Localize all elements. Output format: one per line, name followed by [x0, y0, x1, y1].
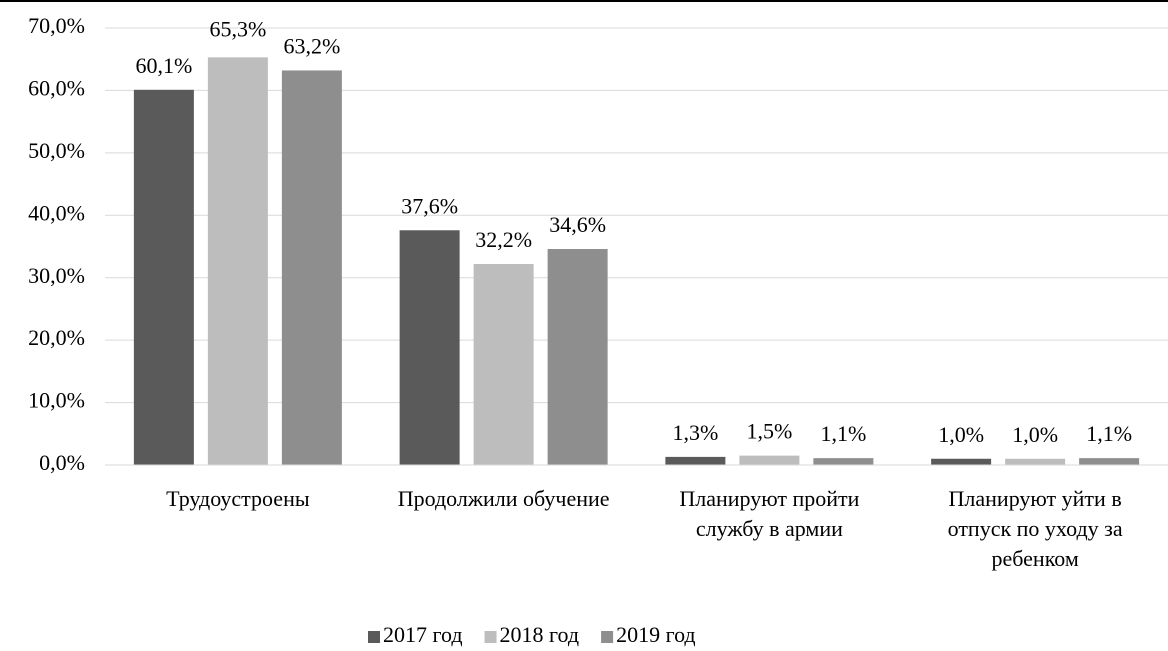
value-label: 32,2%	[475, 227, 532, 252]
bar	[813, 458, 874, 465]
legend-swatch	[368, 631, 380, 643]
y-tick-label: 20,0%	[28, 325, 85, 350]
x-tick-label: Трудоустроены	[166, 486, 310, 511]
bar	[281, 70, 342, 466]
y-tick-label: 50,0%	[28, 138, 85, 163]
legend-label: 2017 год	[383, 622, 463, 647]
value-label: 60,1%	[135, 53, 192, 78]
value-label: 1,5%	[746, 419, 792, 444]
bar	[1079, 458, 1140, 465]
value-label: 63,2%	[283, 33, 340, 58]
legend-swatch	[601, 631, 614, 643]
bar	[399, 230, 460, 465]
value-label: 1,3%	[672, 420, 718, 445]
legend-label: 2018 год	[500, 622, 580, 647]
value-label: 65,3%	[209, 16, 266, 41]
x-tick-label: Планируют пройти службу в армии	[679, 486, 860, 541]
y-tick-label: 40,0%	[28, 200, 85, 225]
bar	[547, 248, 608, 465]
bar	[1005, 458, 1066, 465]
y-tick-label: 10,0%	[28, 388, 85, 413]
value-label: 1,0%	[1012, 422, 1058, 447]
bar	[473, 263, 534, 465]
y-tick-label: 30,0%	[28, 263, 85, 288]
bar	[207, 57, 268, 465]
value-label: 1,1%	[1086, 421, 1132, 446]
x-tick-label: Планируют уйти в отпуск по уходу за ребе…	[947, 486, 1123, 571]
y-tick-label: 0,0%	[39, 450, 85, 475]
legend-swatch	[484, 631, 497, 643]
y-tick-label: 70,0%	[28, 13, 85, 38]
y-tick-label: 60,0%	[28, 75, 85, 100]
value-label: 1,0%	[938, 422, 984, 447]
value-label: 34,6%	[549, 212, 606, 237]
bar	[739, 455, 800, 465]
bar	[133, 89, 194, 465]
value-label: 1,1%	[820, 421, 866, 446]
bar	[665, 456, 726, 465]
legend-label: 2019 год	[616, 622, 696, 647]
value-label: 37,6%	[401, 193, 458, 218]
bar	[931, 458, 992, 465]
x-tick-label: Продолжили обучение	[397, 486, 610, 511]
